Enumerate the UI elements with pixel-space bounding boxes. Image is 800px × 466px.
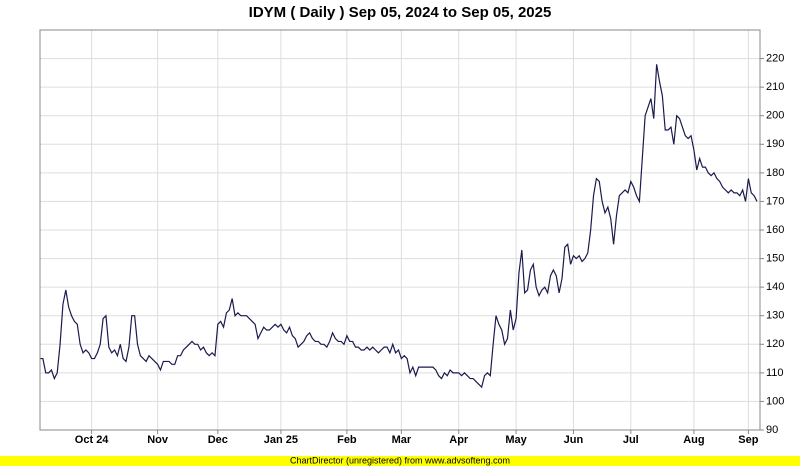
y-tick-label: 170 <box>766 195 784 207</box>
y-tick-label: 180 <box>766 167 784 179</box>
y-tick-label: 200 <box>766 110 784 122</box>
plot-border <box>39 29 761 431</box>
x-tick-label: Feb <box>337 434 357 446</box>
marks <box>40 64 758 389</box>
footer: ChartDirector (unregistered) from www.ad… <box>290 455 510 465</box>
y-tick-label: 120 <box>766 338 784 350</box>
y-tick-label: 210 <box>766 81 784 93</box>
y-tick-label: 110 <box>766 367 784 379</box>
x-tick-label: Oct 24 <box>75 434 110 446</box>
x-tick-label: Apr <box>449 434 469 446</box>
x-tick-label: Dec <box>208 434 228 446</box>
x-tick-label: Sep <box>738 434 758 446</box>
x-tick-label: Mar <box>392 434 412 446</box>
x-tick-label: Jul <box>623 434 639 446</box>
y-tick-label: 140 <box>766 281 784 293</box>
footer-bar <box>0 456 800 466</box>
y-tick-label: 160 <box>766 224 784 236</box>
x-tick-label: May <box>505 434 527 446</box>
x-tick-label: Jun <box>564 434 584 446</box>
price-line <box>40 64 758 389</box>
y-tick-label: 190 <box>766 138 784 150</box>
x-tick-label: Aug <box>683 434 704 446</box>
chart-title: IDYM ( Daily ) Sep 05, 2024 to Sep 05, 2… <box>249 4 552 21</box>
y-tick-label: 150 <box>766 252 784 264</box>
y-tick-label: 100 <box>766 395 784 407</box>
y-tick-label: 220 <box>766 52 784 64</box>
grid <box>40 30 764 434</box>
y-tick-label: 130 <box>766 310 784 322</box>
x-tick-label: Nov <box>147 434 169 446</box>
x-tick-label: Jan 25 <box>264 434 298 446</box>
y-tick-label: 90 <box>766 424 778 436</box>
